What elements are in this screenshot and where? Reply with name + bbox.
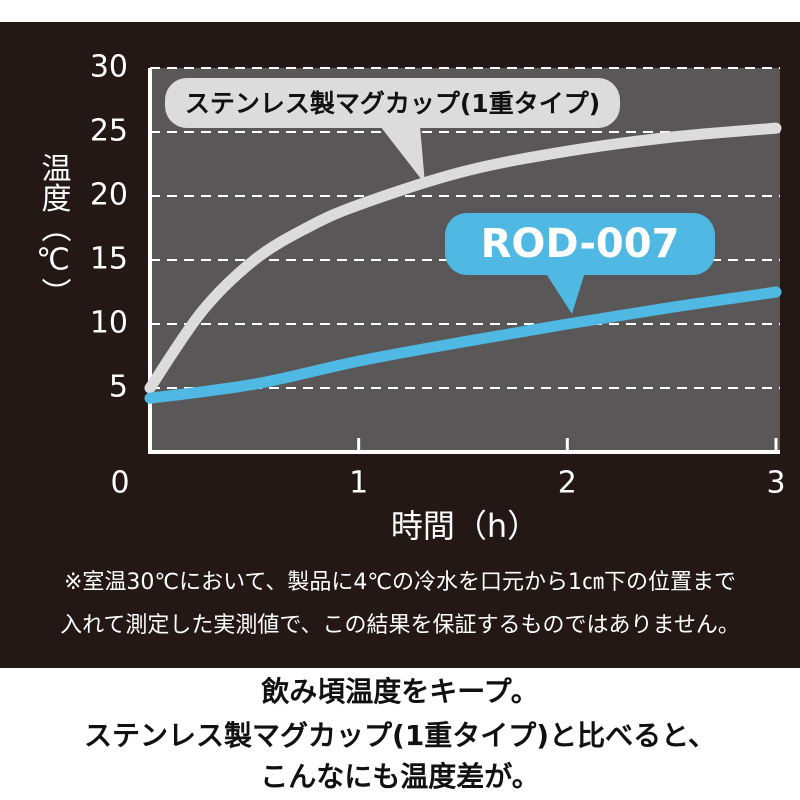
series-line [144,286,782,404]
footnote: ※室温30℃において、製品に4℃の冷水を口元から1㎝下の位置まで [64,570,736,595]
x-tick-label: 1 [349,466,368,501]
y-tick-label: 20 [90,178,128,213]
y-axis-label: 温度（℃） [36,153,72,308]
caption: 飲み頃温度をキープ。 [261,675,538,708]
callout-pointer [380,126,425,184]
callout-box [165,78,620,128]
legend-label: ROD-007 [481,221,680,267]
series-line [144,122,782,394]
y-tick-label: 5 [109,370,128,405]
x-tick-label: 0 [110,466,129,501]
footnote: 入れて測定した実測値で、この結果を保証するものではありません。 [60,613,740,638]
legend-label: ステンレス製マグカップ(1重タイプ) [185,89,600,118]
caption: こんなにも温度差が。 [260,760,539,793]
caption: ステンレス製マグカップ(1重タイプ)と比べると、 [84,719,716,752]
y-tick-label: 25 [90,114,128,149]
x-axis-label: 時間（h） [391,507,539,545]
x-tick-label: 2 [558,466,577,501]
y-tick-label: 30 [90,50,128,85]
x-tick-label: 3 [766,466,785,501]
y-tick-label: 15 [90,242,128,277]
callout-pointer [545,272,585,314]
callout-box [445,213,715,275]
y-tick-label: 10 [90,306,128,341]
